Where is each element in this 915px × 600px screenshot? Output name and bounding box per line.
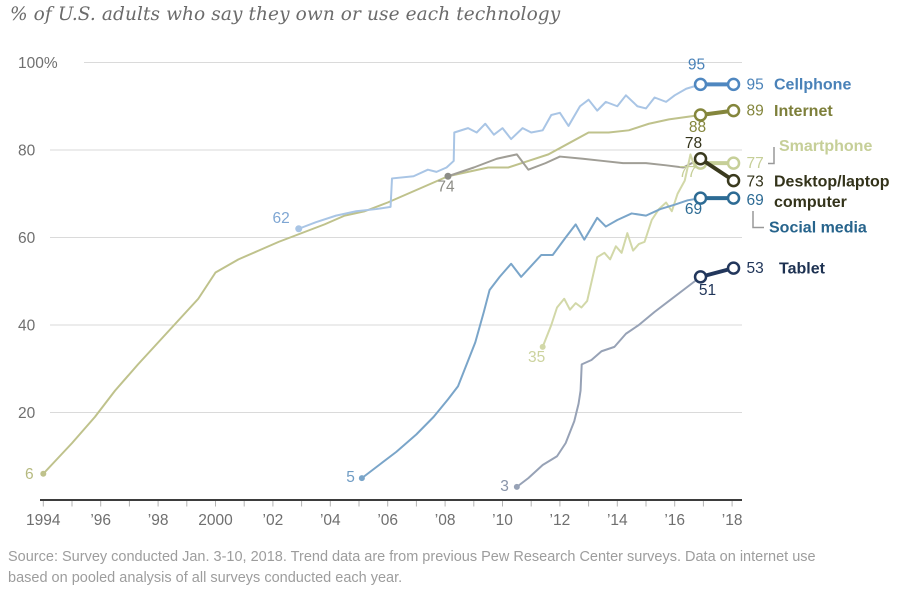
trend-line-tablet [515,275,702,488]
trend-line-cellphone [297,83,702,230]
x-axis-label-2008: ’08 [435,512,456,529]
series-label-tablet: Tablet [779,261,826,278]
source-note: Source: Survey conducted Jan. 3-10, 2018… [8,547,908,589]
x-axis-label-1996: ’96 [90,512,111,529]
x-axis-label-2016: ’16 [664,512,685,529]
series-label-cellphone: Cellphone [774,77,851,94]
endpoint-value-51: 51 [699,282,716,299]
endpoint-value-77: 77 [679,164,696,181]
trend-line-smartphone [541,153,702,348]
annotation-62: 62 [272,210,289,227]
endpoint-value-88: 88 [689,119,706,136]
annotation-6: 6 [25,466,34,483]
y-axis-label-60: 60 [18,230,36,247]
start-dot [40,470,47,477]
endpoint-value-89: 89 [747,103,764,120]
endpoint-marker-cellphone-2018 [726,77,741,92]
x-axis-label-2006: ’06 [377,512,398,529]
label-connector-0 [768,147,775,165]
endpoint-marker-social-2016 [693,191,708,205]
x-axis-label-2000: 2000 [198,512,233,529]
endpoint-value-78: 78 [685,135,702,152]
start-dot [539,343,546,350]
x-axis-label-2002: ’02 [263,512,284,529]
endpoint-value-69: 69 [747,192,764,209]
annotation-3: 3 [500,478,509,495]
endpoint-value-95: 95 [747,76,764,93]
x-axis-label-2018: ’18 [722,512,743,529]
endpoint-marker-tablet-2016 [693,270,708,284]
endpoint-value-95: 95 [688,56,705,73]
endpoint-value-73: 73 [747,174,764,191]
endpoint-marker-desktop-2016 [693,152,708,166]
series-label-smartphone: Smartphone [779,138,872,155]
chart-title: % of U.S. adults who say they own or use… [10,4,561,25]
label-connector-1 [752,211,764,229]
annotation-35: 35 [528,349,545,366]
series-label-social-media: Social media [769,220,867,237]
trend-line-desktop [446,153,702,178]
trend-line-internet [42,114,702,475]
endpoint-value-53: 53 [747,260,764,277]
endpoint-marker-internet-2018 [726,103,741,118]
x-axis-label-1994: 1994 [26,512,61,529]
endpoint-value-69: 69 [685,201,702,218]
x-axis-label-2010: ’10 [492,512,513,529]
series-label-desktop-laptop: Desktop/laptop [774,174,890,191]
trend-line-social [360,197,702,480]
y-axis-label-100: 100% [18,55,58,72]
x-axis-label-1998: ’98 [148,512,169,529]
start-dot [358,475,365,482]
y-axis-label-20: 20 [18,405,36,422]
x-axis-label-2012: ’12 [550,512,571,529]
endpoint-marker-smartphone-2018 [726,156,741,170]
source-line-2: based on pooled analysis of all surveys … [8,570,403,586]
technology-adoption-line-chart: 100% 80 60 40 20 1994 ’96 ’98 2000 ’02 ’04 ’06 ’08 ’1… [18,55,890,529]
start-dot [444,172,452,180]
y-axis-label-80: 80 [18,143,36,160]
endpoint-marker-internet-2016 [693,108,708,122]
start-dot [513,483,520,490]
endpoint-value-77: 77 [747,155,764,172]
annotation-74: 74 [437,178,455,195]
x-axis-label-2014: ’14 [607,512,628,529]
endpoint-marker-desktop-2018 [726,173,741,188]
start-dot [295,225,303,233]
endpoint-marker-social-2018 [726,191,741,205]
x-axis-label-2004: ’04 [320,512,341,529]
source-line-1: Source: Survey conducted Jan. 3-10, 2018… [8,549,816,565]
series-label-computer: computer [774,194,847,211]
endpoint-marker-tablet-2018 [726,261,741,275]
y-axis-label-40: 40 [18,318,36,335]
annotation-5: 5 [346,469,355,486]
series-label-internet: Internet [774,103,833,120]
endpoint-marker-cellphone-2016 [693,77,708,92]
